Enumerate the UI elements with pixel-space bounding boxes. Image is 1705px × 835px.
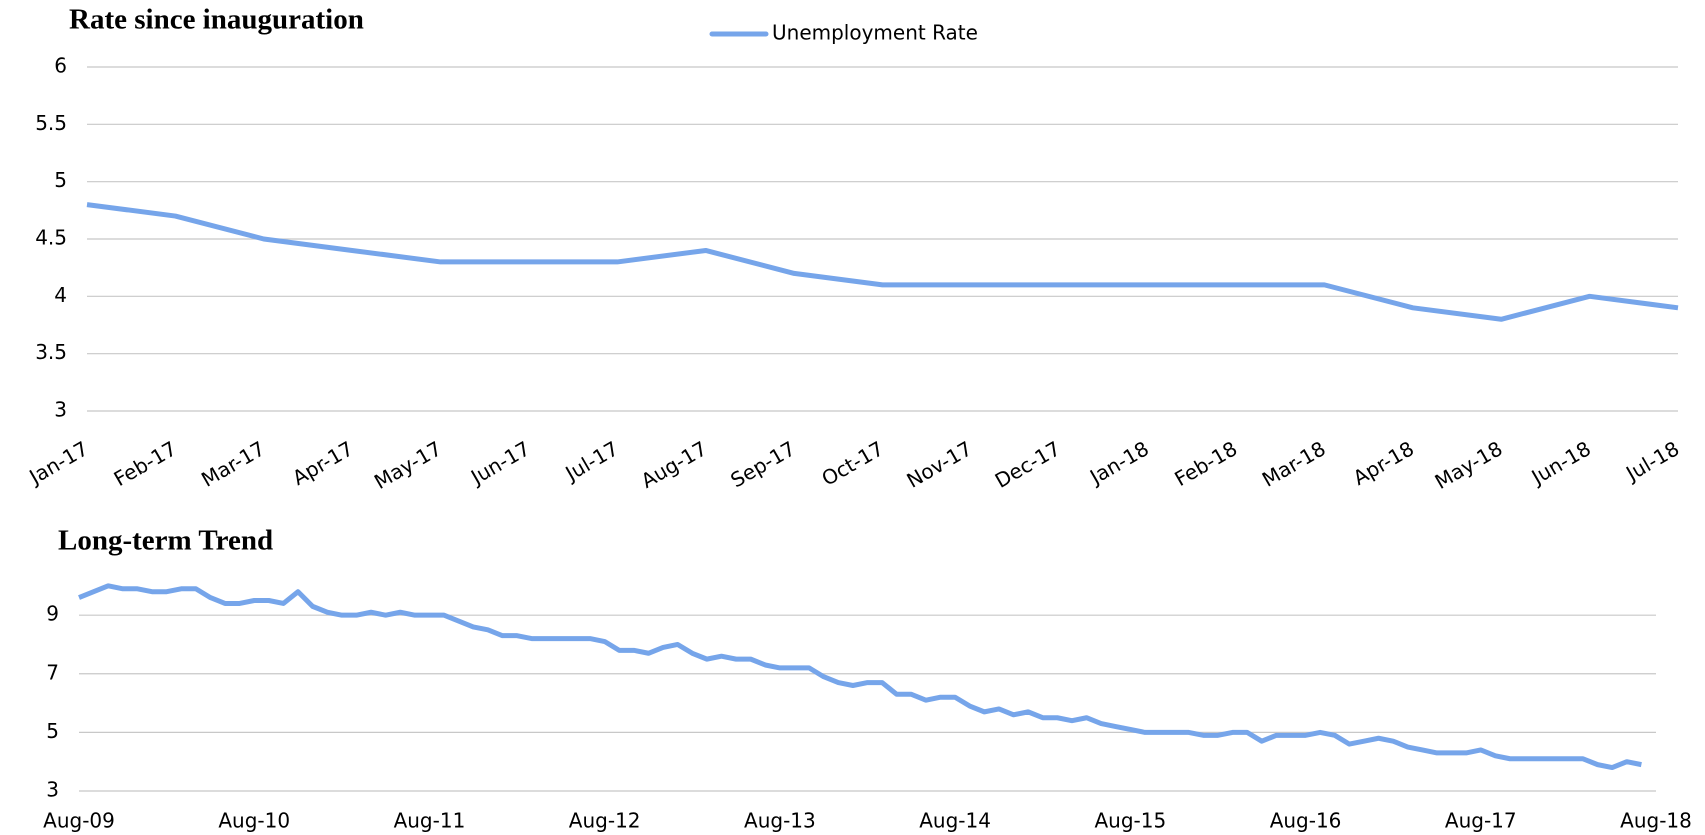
x-tick-label: Jul-17 — [560, 436, 623, 486]
y-tick-label: 5 — [46, 719, 59, 743]
x-tick-label: Aug-14 — [919, 809, 991, 833]
x-tick-label: Aug-17 — [1445, 809, 1517, 833]
x-tick-label: Sep-17 — [726, 436, 799, 492]
x-tick-label: May-18 — [1431, 436, 1507, 494]
x-tick-label: Oct-17 — [818, 436, 888, 490]
x-tick-label: Feb-18 — [1170, 436, 1241, 491]
x-tick-label: Mar-17 — [197, 436, 269, 491]
x-tick-label: Nov-17 — [903, 436, 977, 492]
x-tick-label: Apr-18 — [1349, 436, 1418, 490]
chart-title: Long-term Trend — [58, 525, 273, 557]
x-tick-label: Aug-16 — [1270, 809, 1342, 833]
x-tick-label: Aug-11 — [394, 809, 466, 833]
x-tick-label: Aug-09 — [43, 809, 115, 833]
x-tick-label: Jun-18 — [1526, 436, 1595, 490]
y-tick-label: 4.5 — [35, 226, 67, 250]
y-tick-label: 6 — [54, 54, 67, 78]
x-tick-label: Aug-10 — [218, 809, 290, 833]
x-tick-label: Aug-17 — [637, 436, 711, 493]
y-tick-label: 5.5 — [35, 111, 67, 135]
y-tick-label: 3 — [54, 398, 67, 422]
data-line — [78, 583, 1642, 771]
x-tick-label: Mar-18 — [1258, 436, 1330, 491]
x-tick-label: Jun-17 — [465, 436, 534, 490]
x-tick-label: Feb-17 — [110, 436, 181, 491]
chart-title: Rate since inauguration — [69, 4, 364, 36]
x-tick-label: Jan-17 — [24, 436, 93, 490]
y-tick-label: 5 — [54, 168, 67, 192]
y-tick-label: 7 — [46, 660, 59, 684]
x-tick-label: Aug-12 — [569, 809, 641, 833]
data-line — [86, 202, 1679, 322]
legend-label: Unemployment Rate — [772, 21, 978, 45]
x-tick-label: Dec-17 — [991, 436, 1065, 492]
x-tick-label: Aug-18 — [1620, 809, 1692, 833]
y-tick-label: 3 — [46, 778, 59, 802]
y-tick-label: 9 — [46, 602, 59, 626]
x-tick-label: May-17 — [370, 436, 446, 494]
y-tick-label: 3.5 — [35, 340, 67, 364]
y-tick-label: 4 — [54, 283, 67, 307]
x-tick-label: Aug-13 — [744, 809, 816, 833]
x-tick-label: Aug-15 — [1094, 809, 1166, 833]
x-tick-label: Apr-17 — [288, 436, 357, 490]
x-tick-label: Jul-18 — [1620, 436, 1683, 486]
x-tick-label: Jan-18 — [1084, 436, 1153, 490]
